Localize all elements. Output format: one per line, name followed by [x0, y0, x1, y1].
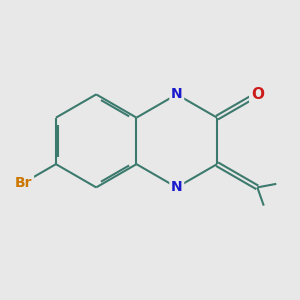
Text: O: O: [251, 87, 264, 102]
Text: Br: Br: [15, 176, 32, 190]
Text: N: N: [171, 180, 183, 194]
Text: N: N: [171, 87, 183, 101]
